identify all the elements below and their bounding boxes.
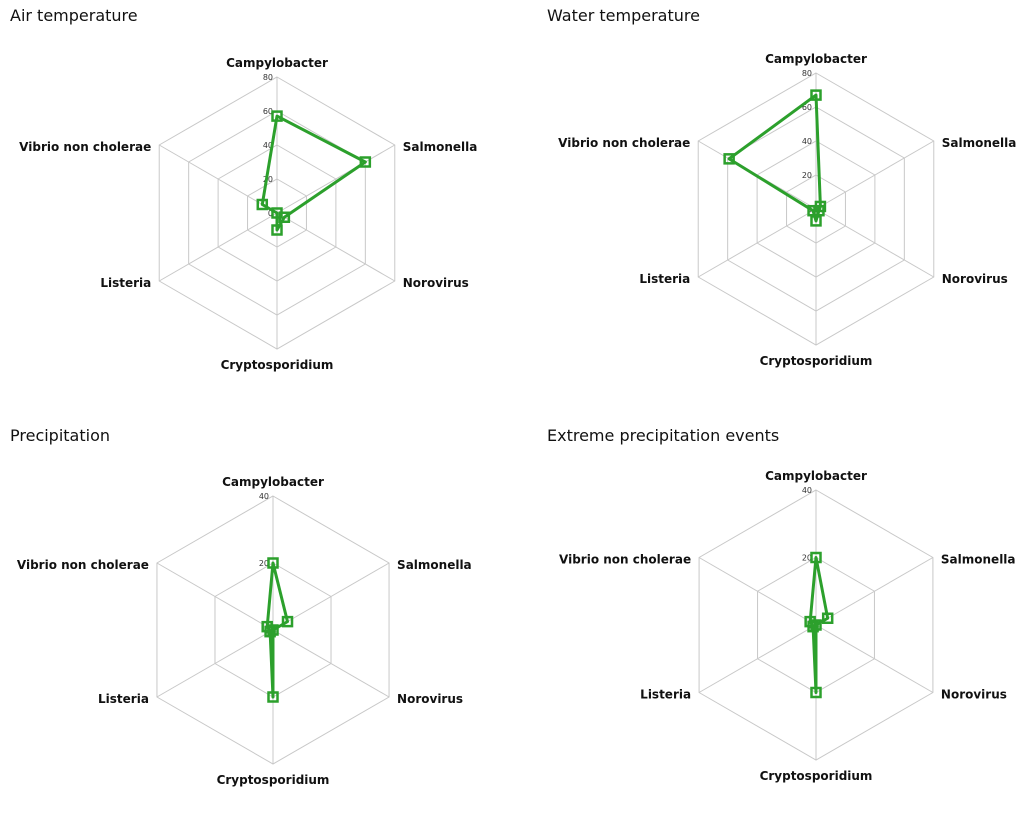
series-line <box>260 114 367 232</box>
data-point-marker <box>723 153 735 165</box>
extreme-precipitation-panel: Extreme precipitation events 0 20 40 Campyl… <box>537 420 1019 813</box>
category-label: Cryptosporidium <box>221 358 334 372</box>
category-label: Norovirus <box>403 276 469 290</box>
spoke <box>815 140 935 210</box>
data-point-marker <box>261 620 273 633</box>
category-label: Norovirus <box>397 692 463 706</box>
category-label: Vibrio non cholerae <box>558 136 690 150</box>
data-point-marker <box>359 156 372 168</box>
tick-label: 80 <box>802 69 812 78</box>
category-label: Listeria <box>100 276 151 290</box>
category-label: Cryptosporidium <box>217 773 330 787</box>
data-point-marker <box>267 691 279 703</box>
data-point-marker <box>281 615 294 628</box>
precipitation-radar-chart: 02040CampylobacterSalmonellaNorovirusCry… <box>17 475 472 787</box>
category-label: Norovirus <box>941 688 1007 702</box>
air-temperature-radar-chart: 020406080CampylobacterSalmonellaNoroviru… <box>19 56 478 372</box>
category-label: Vibrio non cholerae <box>19 140 151 154</box>
spoke <box>815 624 934 693</box>
radar-chart-figure: Air temperature 0 20 40 60 80 Campylobacter Sa… <box>0 0 1019 787</box>
spoke <box>158 212 278 282</box>
category-label: Salmonella <box>941 553 1016 567</box>
data-point-marker <box>821 612 834 624</box>
panel-title: Water temperature <box>547 6 700 25</box>
spoke <box>815 208 935 278</box>
panel-title: Extreme precipitation events <box>547 426 780 445</box>
data-point-marker <box>810 686 822 699</box>
spoke <box>156 562 274 631</box>
tick-label: 40 <box>802 486 812 495</box>
air-temperature-panel: Air temperature 0 20 40 60 80 Campylobacter Sa… <box>0 0 509 393</box>
category-label: Listeria <box>98 692 149 706</box>
tick-label: 60 <box>802 103 812 112</box>
data-point-marker <box>804 615 816 628</box>
water-temperature-panel: Water temperature 0 20 40 60 80 Campylobacter… <box>537 0 1019 393</box>
tick-label: 20 <box>259 559 269 568</box>
category-label: Salmonella <box>403 140 478 154</box>
radar-grid <box>156 495 390 765</box>
tick-label: 40 <box>259 492 269 501</box>
category-label: Vibrio non cholerae <box>17 558 149 572</box>
data-point-marker <box>271 207 283 219</box>
spoke <box>156 629 274 698</box>
category-label: Listeria <box>639 272 690 286</box>
category-label: Norovirus <box>942 272 1008 286</box>
precipitation-panel: Precipitation 0 20 40 Campylobacter Salmonel… <box>0 420 509 813</box>
spoke <box>697 208 817 278</box>
data-point-marker <box>267 557 279 569</box>
category-label: Salmonella <box>397 558 472 572</box>
tick-label: 20 <box>802 554 812 563</box>
extreme-precipitation-radar-chart: 02040CampylobacterSalmonellaNorovirusCry… <box>559 469 1016 783</box>
panel-title: Air temperature <box>10 6 138 25</box>
category-label: Campylobacter <box>222 475 324 489</box>
data-point-marker <box>810 551 822 564</box>
spoke <box>276 212 396 282</box>
category-label: Vibrio non cholerae <box>559 553 691 567</box>
tick-label: 60 <box>263 107 273 116</box>
tick-label: 40 <box>263 141 273 150</box>
panel-title: Precipitation <box>10 426 111 445</box>
category-label: Campylobacter <box>226 56 328 70</box>
tick-label: 40 <box>802 137 812 146</box>
category-label: Campylobacter <box>765 52 867 66</box>
category-label: Cryptosporidium <box>760 354 873 368</box>
data-point-marker <box>271 224 283 236</box>
tick-label: 20 <box>802 171 812 180</box>
spoke <box>272 629 390 698</box>
category-label: Campylobacter <box>765 469 867 483</box>
spoke <box>815 557 934 626</box>
radar-grid <box>158 76 396 350</box>
data-point-marker <box>256 198 269 211</box>
data-point-marker <box>810 89 822 101</box>
spoke <box>698 624 817 693</box>
data-point-marker <box>271 110 283 122</box>
category-label: Salmonella <box>942 136 1017 150</box>
category-label: Cryptosporidium <box>760 769 873 783</box>
water-temperature-radar-chart: 020406080CampylobacterSalmonellaNoroviru… <box>558 52 1017 368</box>
tick-label: 0 <box>268 209 273 218</box>
spoke <box>276 144 396 214</box>
series-line <box>727 93 822 223</box>
category-label: Listeria <box>640 688 691 702</box>
spoke <box>698 557 817 626</box>
data-point-marker <box>807 204 819 217</box>
tick-label: 80 <box>263 73 273 82</box>
